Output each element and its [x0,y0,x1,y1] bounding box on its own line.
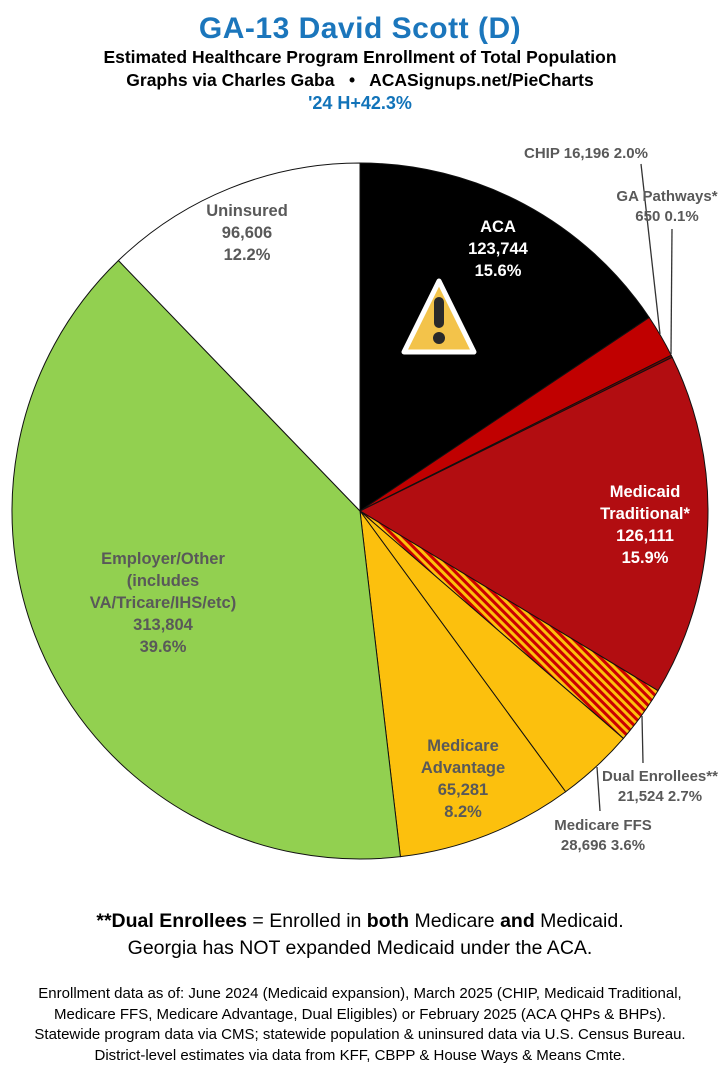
pathways-leader-line [670,228,673,355]
source-note-line: Statewide program data via CMS; statewid… [34,1026,686,1043]
medicaid-expansion-note: Georgia has NOT expanded Medicaid under … [127,937,593,959]
warning-icon [401,278,477,355]
footnote-segment: Medicaid. [534,910,624,932]
subtitle: Estimated Healthcare Program Enrollment … [103,47,617,67]
dual-enrollees-note: **Dual Enrollees = Enrolled in both Medi… [0,908,720,935]
page-title: GA-13 David Scott (D) [198,12,522,45]
change-note: '24 H+42.3% [308,93,412,113]
source-notes: Enrollment data as of: June 2024 (Medica… [0,984,720,1066]
dual-leader-line [641,715,644,764]
chip-leader-line [640,163,661,335]
footnote-segment: = Enrolled in [247,910,367,932]
source-note-line: Medicare FFS, Medicare Advantage, Dual E… [54,1005,666,1023]
ffs-leader-line [596,766,601,812]
source-note-line: District-level estimates via data from K… [94,1046,626,1064]
credit-line: Graphs via Charles Gaba • ACASignups.net… [126,70,594,90]
source-note-line: Enrollment data as of: June 2024 (Medica… [38,985,682,1002]
footnote-segment: and [500,910,535,932]
header: GA-13 David Scott (D) Estimated Healthca… [0,0,720,115]
pie-slice-medicaid [358,356,709,692]
footnote-segment: both [366,910,410,932]
pie-slice-advantage [359,509,567,858]
footnote-block: **Dual Enrollees = Enrolled in both Medi… [0,908,720,962]
footnote-segment: Medicare [409,910,501,932]
pie-slice-employer [11,259,401,860]
pie-slice-aca [359,162,650,512]
footnote-segment: **Dual Enrollees [96,910,248,932]
pie-slice-uninsured [117,162,361,513]
